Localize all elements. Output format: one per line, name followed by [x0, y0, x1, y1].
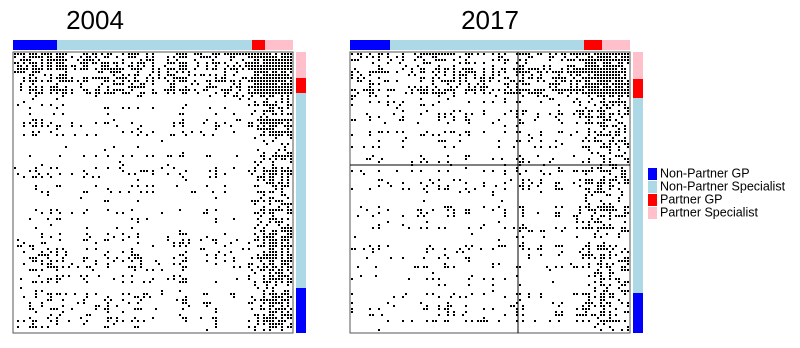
legend-label: Non-Partner GP	[660, 166, 750, 180]
group-bar	[57, 40, 252, 50]
group-bar	[633, 79, 643, 98]
group-bar	[296, 93, 306, 288]
legend-label: Partner Specialist	[660, 205, 758, 219]
panel-title: 2004	[66, 5, 124, 35]
group-bar	[633, 293, 643, 333]
group-bar	[602, 40, 630, 50]
group-bar	[252, 40, 265, 50]
group-bar	[296, 288, 306, 333]
group-bar	[350, 40, 390, 50]
group-bar	[390, 40, 584, 50]
group-bar	[265, 40, 293, 50]
adjacency-matrix	[349, 40, 643, 334]
legend-swatch	[648, 168, 657, 180]
group-bar	[584, 40, 602, 50]
adjacency-dots	[14, 53, 292, 331]
group-bar	[296, 78, 306, 93]
adjacency-matrix	[12, 40, 306, 334]
legend-swatch	[648, 194, 657, 206]
legend-swatch	[648, 207, 657, 219]
adjacency-dots	[351, 53, 629, 331]
legend-label: Partner GP	[660, 192, 723, 206]
matrix-frame	[349, 51, 631, 334]
legend-swatch	[648, 181, 657, 193]
group-bar	[13, 40, 57, 50]
group-bar	[633, 52, 643, 79]
group-bar	[296, 52, 306, 78]
panel-title: 2017	[461, 5, 519, 35]
legend-label: Non-Partner Specialist	[660, 179, 786, 193]
group-bar	[633, 98, 643, 293]
